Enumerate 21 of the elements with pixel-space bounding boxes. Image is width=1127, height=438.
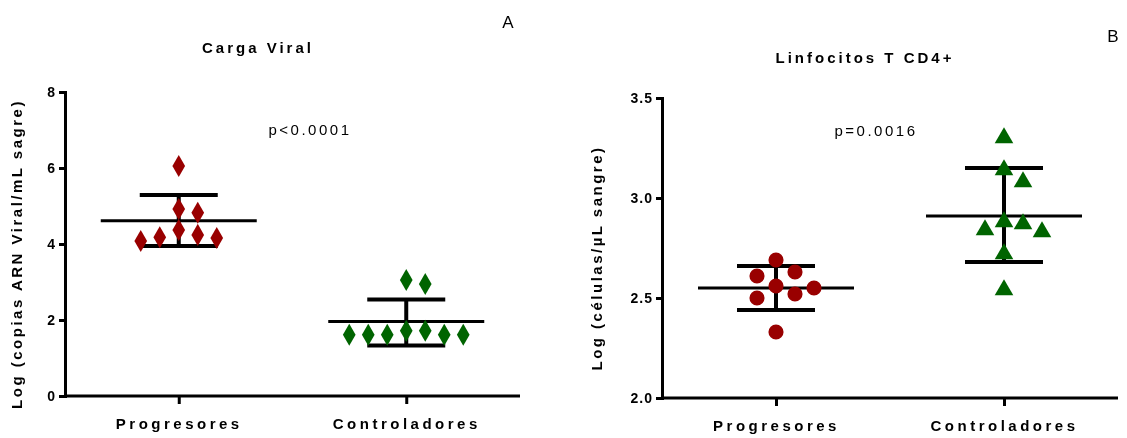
y-tick-label: 3.5 bbox=[630, 89, 653, 106]
y-tick-label: 4 bbox=[47, 235, 56, 252]
chart-title: Carga Viral bbox=[202, 39, 314, 56]
y-tick-label: 6 bbox=[47, 159, 56, 176]
text: B bbox=[1107, 27, 1119, 46]
text: A bbox=[502, 13, 515, 32]
y-axis-title: Log (copias ARN Viral/mL sagre) bbox=[8, 99, 25, 409]
y-tick-label: 0 bbox=[47, 387, 56, 404]
y-tick-label: 2.5 bbox=[630, 289, 653, 306]
x-tick-label: Progresores bbox=[115, 414, 243, 432]
x-tick-label: Controladores bbox=[930, 416, 1079, 434]
chart-title: Linfocitos T CD4+ bbox=[775, 49, 955, 66]
annotation: p=0.0016 bbox=[834, 122, 918, 139]
y-tick-label: 2.0 bbox=[630, 389, 653, 406]
annotation: p<0.0001 bbox=[268, 121, 352, 138]
y-tick-label: 3.0 bbox=[630, 189, 653, 206]
y-tick-label: 8 bbox=[47, 83, 56, 100]
x-tick-label: Controladores bbox=[332, 414, 481, 432]
y-axis-title: Log (células/µL sangre) bbox=[588, 145, 605, 371]
y-tick-label: 2 bbox=[47, 311, 56, 328]
x-tick-label: Progresores bbox=[713, 416, 840, 434]
